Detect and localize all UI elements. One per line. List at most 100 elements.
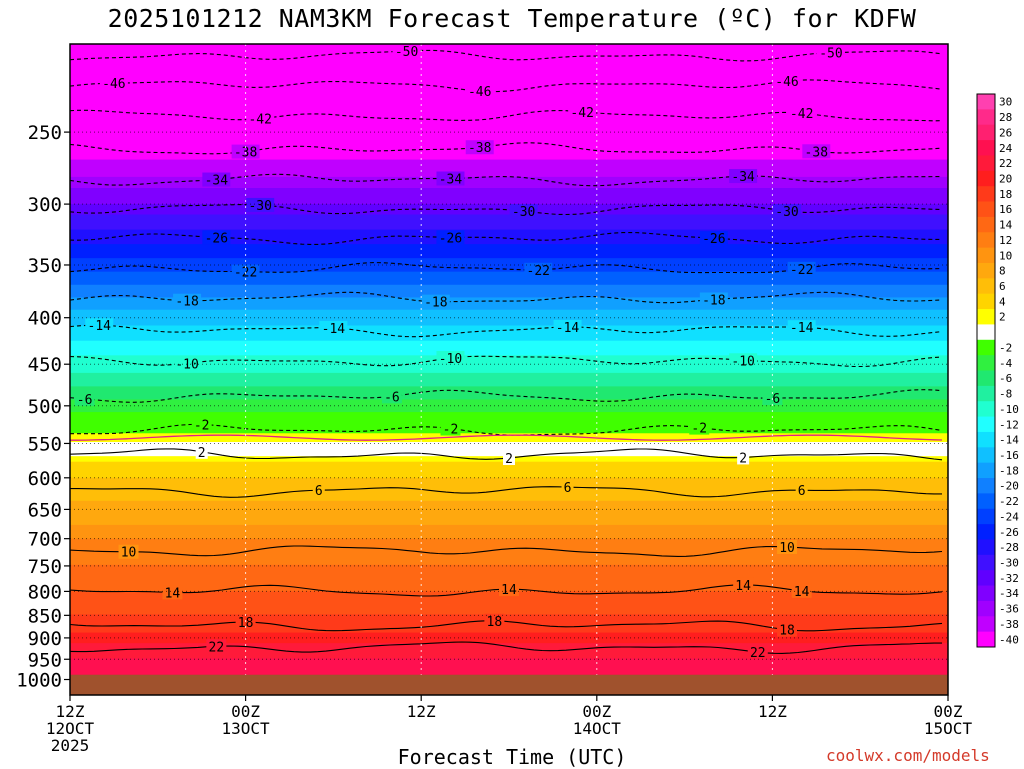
colorbar-label: 28	[999, 111, 1012, 124]
contour-label-bg	[699, 231, 728, 246]
temperature-band	[70, 543, 948, 547]
contour-label-bg	[312, 483, 325, 498]
colorbar-label: -10	[999, 403, 1019, 416]
temperature-band	[70, 95, 948, 104]
temperature-band	[70, 524, 948, 529]
colorbar-cell	[977, 462, 995, 479]
contour-label: -46	[102, 77, 125, 92]
colorbar-label: -12	[999, 418, 1019, 431]
temperature-band	[70, 646, 948, 650]
temperature-band	[70, 538, 948, 542]
temperature-band	[70, 340, 948, 346]
contour-label-bg	[802, 144, 831, 159]
temperature-band	[70, 554, 948, 558]
colorbar-cell	[977, 155, 995, 172]
temperature-band	[70, 508, 948, 512]
contour-label: 14	[794, 585, 810, 600]
x-axis-label: Forecast Time (UTC)	[397, 745, 627, 769]
y-tick-label: 300	[28, 194, 62, 216]
temperature-band	[70, 439, 948, 443]
colorbar-cell	[977, 585, 995, 602]
temperature-band	[70, 325, 948, 331]
contour-label: -10	[175, 357, 198, 372]
colorbar-cell	[977, 247, 995, 264]
temperature-band	[70, 632, 948, 636]
temperature-band	[70, 475, 948, 479]
contour-label-bg	[235, 615, 256, 630]
contour-label: 18	[487, 615, 503, 630]
contour-label: -26	[205, 231, 228, 246]
contour-line	[70, 355, 943, 368]
temperature-band	[70, 253, 948, 259]
colorbar-cell	[977, 508, 995, 525]
temperature-band	[70, 67, 948, 76]
temperature-band	[70, 483, 948, 487]
colorbar-cell	[977, 124, 995, 141]
temperature-band	[70, 668, 948, 671]
colorbar-cell	[977, 539, 995, 556]
contour-label: -50	[395, 45, 418, 60]
y-tick-label: 900	[28, 628, 62, 650]
temperature-band	[70, 271, 948, 277]
contour-label-bg	[381, 389, 402, 404]
contour-label: 2	[505, 452, 513, 467]
temperature-band	[70, 520, 948, 524]
y-tick-label: 600	[28, 468, 62, 490]
temperature-band	[70, 534, 948, 538]
temperature-band	[70, 556, 948, 560]
temperature-band	[70, 412, 948, 416]
colorbar-cell	[977, 94, 995, 110]
temperature-band	[70, 244, 948, 250]
temperature-band	[70, 293, 948, 299]
colorbar-label: 6	[999, 280, 1006, 293]
temperature-band	[70, 650, 948, 653]
temperature-band	[70, 44, 948, 53]
temperature-band	[70, 165, 948, 172]
contour-label: -30	[512, 205, 535, 220]
colorbar-cell	[977, 201, 995, 218]
colorbar-cell	[977, 616, 995, 633]
contour-label: -42	[790, 107, 813, 122]
temperature-band	[70, 498, 948, 502]
contour-label: -30	[775, 205, 798, 220]
temperature-band	[70, 234, 948, 241]
contour-label: 6	[564, 481, 572, 496]
colorbar-label: -34	[999, 587, 1019, 600]
colorbar-cell	[977, 109, 995, 126]
temperature-band	[70, 427, 948, 432]
temperature-band	[70, 284, 948, 290]
colorbar-cell	[977, 216, 995, 233]
contour-label-bg	[231, 144, 260, 159]
temperature-band	[70, 313, 948, 319]
colorbar-cell	[977, 600, 995, 617]
temperature-band	[70, 258, 948, 264]
contour-label: -2	[443, 423, 459, 438]
contour-label: 14	[165, 586, 181, 601]
temperature-band	[70, 597, 948, 601]
temperature-band	[70, 224, 948, 231]
temperature-band	[70, 276, 948, 282]
plot-area: -50 -50-46-46-46-42 -42 -42-38 -38 -38-34 -34-…	[70, 44, 948, 695]
temperature-band	[70, 648, 948, 651]
temperature-band	[70, 625, 948, 629]
temperature-band	[70, 564, 948, 568]
temperature-band	[70, 614, 948, 618]
temperature-band	[70, 655, 948, 658]
contour-label-bg	[509, 204, 538, 219]
temperature-band	[70, 629, 948, 632]
temperature-band	[70, 469, 948, 474]
temperature-band	[70, 577, 948, 581]
contour-label-bg	[99, 76, 128, 91]
contour-label-bg	[206, 639, 227, 654]
colorbar-label: -30	[999, 557, 1019, 570]
contour-label: -26	[702, 232, 725, 247]
temperature-band	[70, 599, 948, 602]
contour-label-bg	[85, 318, 114, 333]
temperature-band	[70, 280, 948, 286]
temperature-band	[70, 289, 948, 295]
temperature-band	[70, 610, 948, 614]
colorbar-cell	[977, 631, 995, 648]
temperature-band	[70, 606, 948, 610]
temperature-band	[70, 317, 948, 323]
x-tick-label: 12Z	[56, 702, 85, 721]
